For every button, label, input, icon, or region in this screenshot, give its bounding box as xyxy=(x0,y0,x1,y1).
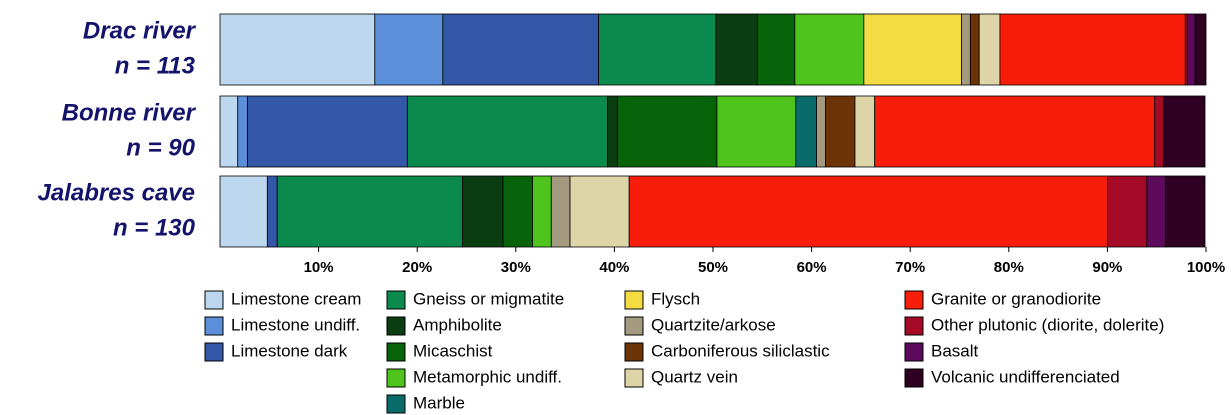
bar-segment xyxy=(628,175,1108,248)
legend-swatch xyxy=(904,290,924,310)
bar-segment xyxy=(715,13,758,86)
x-tick-label: 90% xyxy=(1092,259,1122,276)
x-tick-label: 20% xyxy=(402,259,432,276)
category-label: Drac river xyxy=(83,17,197,44)
bar-segment xyxy=(1163,95,1206,168)
legend-label: Quartzite/arkose xyxy=(651,315,776,334)
legend-swatch xyxy=(624,290,644,310)
bar-segment xyxy=(969,13,980,86)
x-tick-label: 40% xyxy=(599,259,629,276)
category-label: Jalabres cave xyxy=(38,179,195,206)
legend-label: Metamorphic undiff. xyxy=(413,367,562,386)
bar-segment xyxy=(1194,13,1207,86)
bar-segment xyxy=(219,13,376,86)
bar-segment xyxy=(442,13,600,86)
legend-label: Flysch xyxy=(651,289,700,308)
bar-segment xyxy=(276,175,463,248)
legend-label: Amphibolite xyxy=(413,315,502,334)
bar-segment xyxy=(374,13,444,86)
legend-swatch xyxy=(386,290,406,310)
bar-segment xyxy=(247,95,408,168)
legend-swatch xyxy=(904,342,924,362)
x-tick-label: 10% xyxy=(304,259,334,276)
legend-swatch xyxy=(386,342,406,362)
x-tick-label: 70% xyxy=(895,259,925,276)
legend-swatch xyxy=(624,316,644,336)
legend-swatch xyxy=(386,316,406,336)
sample-size: n = 130 xyxy=(113,214,196,241)
legend-swatch xyxy=(386,368,406,388)
x-tick-label: 80% xyxy=(994,259,1024,276)
bar-segment xyxy=(607,95,618,168)
bar-segment xyxy=(978,13,1001,86)
x-tick-label: 30% xyxy=(501,259,531,276)
legend-label: Quartz vein xyxy=(651,367,738,386)
bar-segment xyxy=(550,175,571,248)
legend-label: Micaschist xyxy=(413,341,493,360)
bar-segment xyxy=(219,95,239,168)
legend-label: Limestone dark xyxy=(231,341,348,360)
legend-label: Volcanic undifferenciated xyxy=(931,367,1120,386)
legend-label: Granite or granodiorite xyxy=(931,289,1101,308)
bar-segment xyxy=(1186,13,1196,86)
legend-label: Limestone cream xyxy=(231,289,361,308)
bar-segment xyxy=(716,95,797,168)
bar-segment xyxy=(1107,175,1148,248)
x-tick-label: 50% xyxy=(698,259,728,276)
bar-segment xyxy=(266,175,278,248)
bar-segment xyxy=(999,13,1186,86)
legend-swatch xyxy=(624,342,644,362)
legend-label: Gneiss or migmatite xyxy=(413,289,564,308)
legend-label: Limestone undiff. xyxy=(231,315,360,334)
bar-segment xyxy=(406,95,608,168)
legend-swatch xyxy=(904,316,924,336)
bar-segment xyxy=(616,95,718,168)
x-tick-label: 100% xyxy=(1187,259,1225,276)
bar-segment xyxy=(237,95,249,168)
bar-segment xyxy=(961,13,971,86)
legend-swatch xyxy=(204,342,224,362)
bar-segment xyxy=(794,13,865,86)
bar-segment xyxy=(532,175,552,248)
legend-swatch xyxy=(204,316,224,336)
bar-segment xyxy=(816,95,826,168)
sample-size: n = 90 xyxy=(126,134,195,161)
legend-label: Other plutonic (diorite, dolerite) xyxy=(931,315,1164,334)
bar-segment xyxy=(1146,175,1166,248)
legend-swatch xyxy=(624,368,644,388)
bar-segment xyxy=(598,13,717,86)
legend-label: Marble xyxy=(413,393,465,412)
legend-swatch xyxy=(904,368,924,388)
bar-segment xyxy=(854,95,876,168)
legend-swatch xyxy=(386,394,406,414)
bar-segment xyxy=(502,175,533,248)
bar-segment xyxy=(756,13,796,86)
x-tick-label: 60% xyxy=(797,259,827,276)
bar-segment xyxy=(795,95,817,168)
category-label: Bonne river xyxy=(62,99,197,126)
bar-segment xyxy=(1165,175,1206,248)
bar-segment xyxy=(863,13,962,86)
bar-segment xyxy=(1154,95,1165,168)
bar-segment xyxy=(219,175,268,248)
sample-size: n = 113 xyxy=(115,52,196,79)
bar-segment xyxy=(569,175,630,248)
bar-segment xyxy=(462,175,504,248)
legend-label: Carboniferous siliclastic xyxy=(651,341,830,360)
legend-swatch xyxy=(204,290,224,310)
bar-segment xyxy=(825,95,856,168)
bar-segment xyxy=(874,95,1156,168)
legend-label: Basalt xyxy=(931,341,979,360)
